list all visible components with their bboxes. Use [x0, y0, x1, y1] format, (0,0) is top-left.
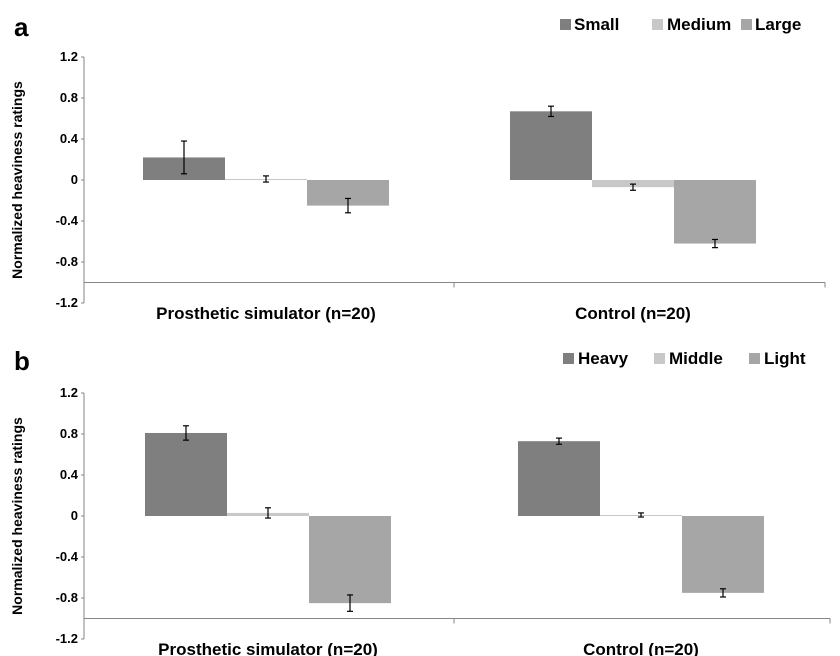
- bar-small: [510, 111, 592, 180]
- y-tick-label: 1.2: [60, 385, 78, 400]
- bar-large: [674, 180, 756, 244]
- category-label: Control (n=20): [583, 640, 699, 656]
- legend-label-medium: Medium: [667, 15, 731, 34]
- panel-letter: a: [14, 12, 29, 42]
- y-tick-label: -0.8: [56, 254, 78, 269]
- legend-swatch-small: [560, 19, 571, 30]
- y-tick-label: -0.4: [56, 213, 79, 228]
- y-tick-label: -1.2: [56, 631, 78, 646]
- legend-label-light: Light: [764, 349, 806, 368]
- bar-light: [682, 516, 764, 593]
- y-tick-label: 0.4: [60, 131, 79, 146]
- legend-swatch-medium: [652, 19, 663, 30]
- legend-label-large: Large: [755, 15, 801, 34]
- legend-swatch-heavy: [563, 353, 574, 364]
- legend-label-heavy: Heavy: [578, 349, 629, 368]
- y-tick-label: 0: [71, 508, 78, 523]
- y-tick-label: 0.8: [60, 426, 78, 441]
- panel-a: a 1.2 0.8 0.4 0 -0.4 -0.8 -1.2 Normalized heavin…: [9, 12, 826, 323]
- legend-label-small: Small: [574, 15, 619, 34]
- y-axis-label: Normalized heaviness ratings: [9, 81, 25, 279]
- panel-b: b 1.2 0.8 0.4 0 -0.4 -0.8 -1.2 Normalized heavin…: [9, 346, 831, 656]
- y-tick-label: -1.2: [56, 295, 78, 310]
- y-tick-label: 0: [71, 172, 78, 187]
- y-axis-label: Normalized heaviness ratings: [9, 417, 25, 615]
- legend-label-middle: Middle: [669, 349, 723, 368]
- legend-swatch-middle: [654, 353, 665, 364]
- bar-light: [309, 516, 391, 604]
- bar-heavy: [518, 441, 600, 516]
- y-tick-label: -0.8: [56, 590, 78, 605]
- panel-letter: b: [14, 346, 30, 376]
- category-label: Prosthetic simulator (n=20): [156, 304, 376, 323]
- bar-heavy: [145, 432, 227, 516]
- y-tick-label: -0.4: [56, 549, 79, 564]
- legend: Heavy Middle Light: [563, 349, 806, 368]
- category-label: Control (n=20): [575, 304, 691, 323]
- category-label: Prosthetic simulator (n=20): [158, 640, 378, 656]
- legend-swatch-large: [741, 19, 752, 30]
- legend-swatch-light: [749, 353, 760, 364]
- y-tick-label: 1.2: [60, 49, 78, 64]
- legend: Small Medium Large: [560, 15, 801, 34]
- y-tick-label: 0.8: [60, 90, 78, 105]
- y-tick-label: 0.4: [60, 467, 79, 482]
